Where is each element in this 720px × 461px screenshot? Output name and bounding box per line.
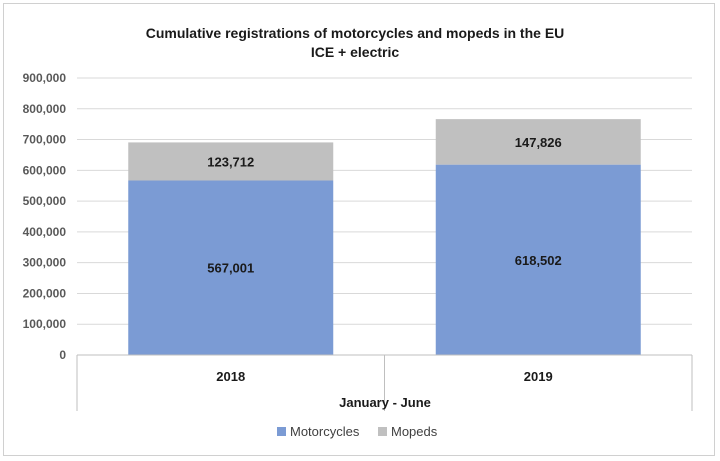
bar-mopeds-2018 [128,142,334,181]
x-axis-title: January - June [339,395,431,410]
bar-motorcycles-2019 [435,164,641,355]
y-tick-label: 500,000 [23,194,67,208]
y-axis-tick-labels: 0 100,000 200,000 300,000 400,000 500,000 600,… [23,71,67,362]
y-tick-label: 300,000 [23,256,67,270]
y-tick-label: 400,000 [23,225,67,239]
bars [128,119,641,355]
legend-swatch-motorcycles [277,427,286,436]
bar-motorcycles-2018 [128,180,334,355]
bar-mopeds-2019 [435,119,641,165]
data-label-mopeds-2019: 147,826 [515,135,562,150]
bar-data-labels: 567,001 123,712 618,502 147,826 [207,135,562,276]
y-tick-label: 700,000 [23,133,67,147]
x-axis: 2018 2019 [76,354,693,411]
x-tick-label: 2019 [524,369,553,384]
legend: Motorcycles Mopeds [277,424,438,439]
y-tick-label: 0 [59,348,66,362]
y-tick-label: 200,000 [23,286,67,300]
data-label-mopeds-2018: 123,712 [207,154,254,169]
legend-swatch-mopeds [378,427,387,436]
x-tick-label: 2018 [216,369,245,384]
y-tick-label: 600,000 [23,163,67,177]
y-tick-label: 100,000 [23,317,67,331]
data-label-motorcycles-2019: 618,502 [515,253,562,268]
legend-label-motorcycles: Motorcycles [290,424,360,439]
y-tick-label: 900,000 [23,71,67,85]
chart-title: Cumulative registrations of motorcycles … [146,25,565,41]
y-tick-label: 800,000 [23,102,67,116]
data-label-motorcycles-2018: 567,001 [207,261,254,276]
legend-label-mopeds: Mopeds [391,424,438,439]
chart-subtitle: ICE + electric [311,44,400,60]
